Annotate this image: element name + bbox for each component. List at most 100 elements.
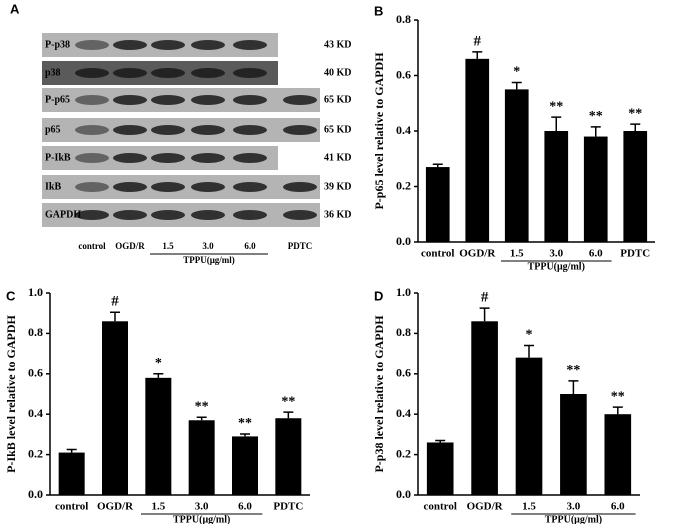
significance: # [481, 290, 489, 306]
y-axis-label: P-p65 level relative to GAPDH [372, 52, 386, 210]
y-tick-label: 1.0 [28, 285, 43, 299]
size-label: 36 KD [324, 209, 352, 220]
bar [544, 131, 569, 242]
significance: ** [566, 363, 580, 378]
bar [604, 414, 632, 495]
error-bar [568, 380, 579, 394]
y-tick-label: 0.2 [396, 446, 411, 460]
significance: ** [611, 389, 625, 404]
blot-band [151, 125, 185, 135]
x-tick-label: 3.0 [567, 501, 581, 513]
error-bar [110, 311, 120, 322]
size-label: 65 KD [324, 94, 352, 105]
x-tick-label: OGD/R [467, 501, 504, 513]
y-tick-label: 0.0 [396, 487, 411, 501]
y-tick-label: 0.4 [396, 406, 411, 420]
size-label: 39 KD [324, 181, 352, 192]
blot-band [75, 68, 109, 78]
y-tick-label: 0.8 [396, 325, 411, 339]
bar [426, 442, 454, 495]
significance: ** [195, 399, 209, 414]
blot-band [151, 95, 185, 105]
y-tick-label: 0.0 [396, 234, 411, 248]
blot-band [191, 153, 225, 163]
bar [232, 436, 258, 495]
bar [58, 452, 85, 495]
bar [425, 167, 450, 242]
blot-band [191, 68, 225, 78]
lane-label: 6.0 [244, 241, 256, 251]
blot-band [233, 182, 267, 192]
significance: ** [549, 99, 563, 114]
error-bar [196, 416, 207, 421]
bar [188, 420, 215, 495]
error-bar [524, 344, 534, 358]
x-tick-label: OGD/R [97, 501, 134, 513]
blot-band [191, 95, 225, 105]
error-bar [66, 448, 77, 453]
x-tick-label: control [55, 501, 88, 513]
x-tick-label: 3.0 [549, 248, 563, 260]
bar [504, 89, 529, 242]
blot-band [283, 210, 317, 220]
lane-label: control [78, 241, 106, 251]
y-tick-label: 0.6 [396, 67, 411, 81]
y-tick-label: 0.8 [396, 12, 411, 26]
significance: ** [628, 106, 642, 121]
error-bar [432, 163, 443, 168]
x-tick-label: PDTC [273, 501, 303, 513]
row-label: P-IkB [45, 152, 71, 163]
error-bar [435, 439, 446, 443]
size-label: 41 KD [324, 152, 352, 163]
blot-band [113, 68, 147, 78]
blot-band [191, 125, 225, 135]
bar [102, 321, 128, 495]
x-tick-label: control [421, 248, 454, 260]
panel-label: C [6, 288, 16, 303]
blot-band [151, 153, 185, 163]
blot-band [113, 40, 147, 50]
lane-label: PDTC [288, 241, 313, 251]
significance: ** [281, 394, 295, 409]
bar [145, 377, 172, 495]
blot-band [151, 210, 185, 220]
x-tick-label: 3.0 [195, 501, 209, 513]
size-label: 43 KD [324, 39, 352, 50]
panel-label: B [374, 3, 383, 18]
error-bar [612, 406, 623, 415]
x-tick-label: 6.0 [589, 248, 603, 260]
error-bar [153, 373, 164, 378]
error-bar [472, 51, 483, 59]
blot-band [113, 153, 147, 163]
group-label: TPPU(μg/ml) [545, 514, 602, 524]
group-label: TPPU(μg/ml) [173, 514, 230, 524]
bar [623, 131, 648, 242]
group-label: TPPU(μg/ml) [183, 255, 235, 265]
error-bar [511, 81, 522, 90]
blot-band [233, 210, 267, 220]
lane-label: OGD/R [115, 241, 145, 251]
blot-band [191, 210, 225, 220]
significance: * [155, 356, 162, 371]
bar [471, 321, 498, 495]
blot-band [151, 182, 185, 192]
y-axis-label: P-p38 level relative to GAPDH [372, 315, 386, 473]
x-tick-label: 6.0 [238, 501, 252, 513]
panel-label: D [374, 288, 383, 303]
significance: ** [238, 416, 252, 431]
size-label: 40 KD [324, 67, 352, 78]
error-bar [479, 307, 490, 322]
row-label: IkB [45, 181, 61, 192]
error-bar [240, 433, 250, 437]
y-tick-label: 0.6 [28, 366, 43, 380]
bar [560, 394, 587, 495]
significance: ** [589, 109, 603, 124]
y-tick-label: 0.4 [396, 123, 411, 137]
row-label: P-p65 [45, 94, 70, 105]
blot-band [283, 95, 317, 105]
blot-band [283, 182, 317, 192]
blot-band [233, 40, 267, 50]
x-tick-label: control [423, 501, 456, 513]
error-bar [551, 116, 562, 131]
significance: # [474, 33, 482, 49]
